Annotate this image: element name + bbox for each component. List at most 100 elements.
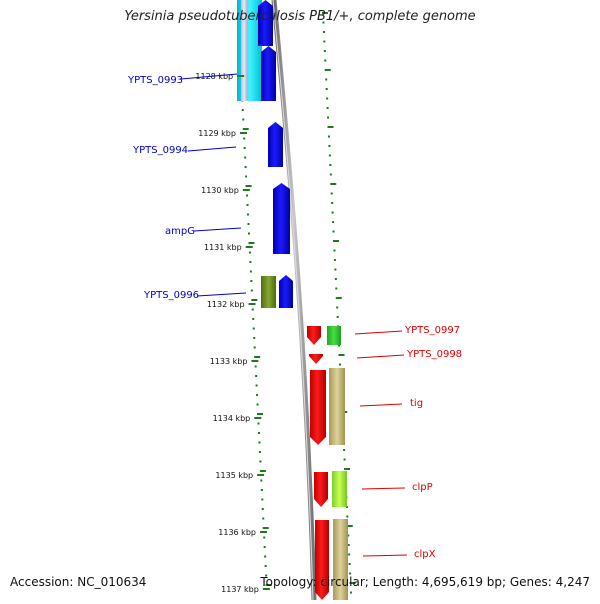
tick-dot (326, 97, 329, 100)
tick-dot (334, 278, 337, 280)
tick-dot (251, 308, 254, 311)
tick-dot (262, 517, 265, 520)
tick-dot (251, 299, 258, 301)
tick-dot (258, 441, 261, 444)
tick-dot (241, 109, 244, 111)
tick-dot (246, 194, 249, 197)
tick-dot (322, 12, 328, 14)
tick-dot (347, 544, 350, 546)
ruler-label: 1136 kbp (218, 528, 256, 537)
tick-dot (333, 259, 336, 261)
reverse-gene-arrow (307, 326, 321, 345)
tick-dot (245, 185, 252, 187)
lavender-feature-strip (241, 0, 247, 101)
gene-leader-line (196, 292, 247, 297)
gene-leader-line (354, 330, 403, 335)
tick-dot (330, 183, 337, 185)
tick-dot (335, 287, 338, 290)
tick-dot (327, 116, 330, 119)
olive-feature-block (261, 276, 276, 308)
tick-dot (338, 354, 345, 356)
accession-text: Accession: NC_010634 (10, 575, 147, 589)
tick-dot (260, 489, 263, 491)
ruler-label: 1131 kbp (204, 243, 242, 252)
ruler-label: 1137 kbp (221, 585, 259, 594)
tick-dot (346, 525, 353, 527)
tick-dot (348, 553, 351, 556)
tick-dot (338, 363, 341, 366)
tick-dot (256, 394, 259, 396)
backbone-layer (271, 0, 317, 601)
tick-dot (330, 192, 333, 195)
gene-label-layer: YPTS_0993 YPTS_0994 ampG YPTS_0996 YPTS_0997… (127, 73, 462, 560)
reverse-gene-label: YPTS_0997 (404, 325, 460, 336)
tick-dot (259, 470, 266, 472)
tick-dot (253, 337, 256, 339)
tick-dot (325, 88, 328, 90)
backbone-line (271, 0, 317, 601)
ruler-tick (259, 531, 267, 533)
tick-dot (255, 375, 258, 377)
forward-gene-arrow (279, 275, 293, 308)
tick-dot (327, 126, 334, 128)
tick-dot (349, 572, 352, 575)
tick-dot (349, 591, 352, 594)
tick-dot (338, 344, 341, 347)
gene-leader-line (187, 146, 237, 152)
tick-dot (261, 498, 264, 501)
ruler-tick (245, 246, 253, 248)
tick-dot (329, 164, 332, 166)
tick-dot (323, 50, 326, 52)
tick-dot (247, 232, 250, 235)
tick-dot (253, 346, 256, 349)
tick-dot (248, 251, 251, 254)
tick-dot (336, 316, 339, 318)
lime-feature-block (332, 471, 347, 507)
left-tick-track (237, 14, 272, 586)
tick-dot (331, 211, 334, 214)
tick-dot (333, 249, 336, 252)
tick-dot (249, 261, 252, 263)
tick-dot (254, 356, 261, 358)
tick-dot (254, 365, 257, 368)
tick-dot (322, 21, 325, 24)
tick-dot (255, 384, 258, 387)
forward-gene-label: ampG (165, 226, 195, 237)
tick-dot (243, 137, 246, 140)
forward-gene-label: YPTS_0993 (127, 75, 183, 86)
tick-dot (248, 242, 255, 244)
tick-dot (332, 230, 335, 233)
tick-dot (324, 69, 331, 71)
tick-dot (334, 268, 337, 271)
tick-dot (242, 128, 249, 130)
reverse-gene-arrow (314, 472, 328, 507)
reverse-gene-label: clpX (414, 549, 436, 560)
tick-dot (343, 449, 346, 451)
tick-dot (261, 508, 264, 510)
reverse-gene-arrow (315, 520, 329, 600)
forward-gene-arrow (273, 183, 290, 254)
tick-dot (247, 213, 250, 216)
tick-dot (250, 280, 253, 282)
reverse-gene-label: clpP (412, 482, 433, 493)
tick-dot (322, 31, 325, 33)
reverse-gene-label: tig (410, 398, 423, 409)
tick-dot (244, 156, 247, 159)
backbone-highlight (272, 0, 314, 601)
tick-dot (247, 223, 250, 225)
tick-dot (249, 270, 252, 273)
ruler-tick (248, 303, 256, 305)
gene-leader-line (362, 554, 408, 557)
tick-dot (325, 78, 328, 81)
tick-dot (323, 40, 326, 43)
reverse-gene-arrow (309, 354, 323, 364)
tick-dot (326, 107, 329, 109)
ruler-tick (262, 588, 270, 590)
ruler-tick (237, 75, 245, 77)
tick-dot (263, 536, 266, 539)
tick-dot (250, 289, 253, 292)
map-title: Yersinia pseudotuberculosis PB1/+, compl… (124, 9, 476, 24)
ruler-tick (257, 474, 265, 476)
tick-dot (258, 451, 261, 453)
